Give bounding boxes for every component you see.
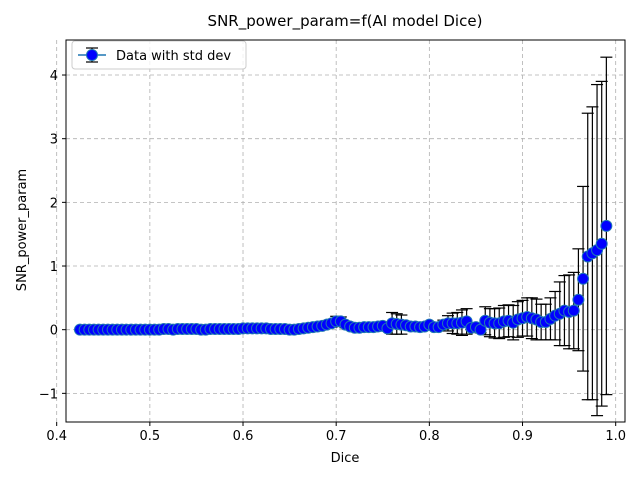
legend-marker-swatch	[86, 49, 98, 61]
x-tick-label: 0.7	[326, 429, 347, 444]
chart-title: SNR_power_param=f(AI model Dice)	[208, 12, 483, 31]
data-point	[567, 304, 580, 317]
y-tick-label: 3	[50, 133, 58, 148]
legend-entry-label: Data with std dev	[116, 49, 231, 64]
axes-frame	[65, 39, 626, 423]
x-tick-label: 0.4	[46, 429, 67, 444]
data-point	[572, 293, 585, 306]
x-tick-label: 1.0	[605, 429, 626, 444]
y-tick-label: −1	[39, 387, 58, 402]
data-point	[577, 272, 590, 285]
x-axis-label: Dice	[331, 451, 360, 466]
x-tick-label: 0.9	[512, 429, 533, 444]
data-point	[595, 237, 608, 250]
y-axis-label: SNR_power_param	[15, 169, 30, 291]
y-tick-label: 2	[50, 196, 58, 211]
y-tick-label: 4	[50, 69, 58, 84]
x-tick-label: 0.6	[233, 429, 254, 444]
y-tick-label: 1	[50, 260, 58, 275]
x-tick-label: 0.5	[140, 429, 161, 444]
data-markers	[73, 219, 613, 336]
y-tick-label: 0	[50, 324, 58, 339]
legend: Data with std dev	[71, 40, 247, 70]
legend-box	[71, 40, 247, 70]
data-point	[600, 219, 613, 232]
grid	[56, 40, 625, 422]
x-tick-label: 0.8	[419, 429, 440, 444]
ticks: 0.4 0.5 0.6 0.7 0.8 0.9 1.0 −1 0 1 2 3 4	[39, 69, 626, 444]
